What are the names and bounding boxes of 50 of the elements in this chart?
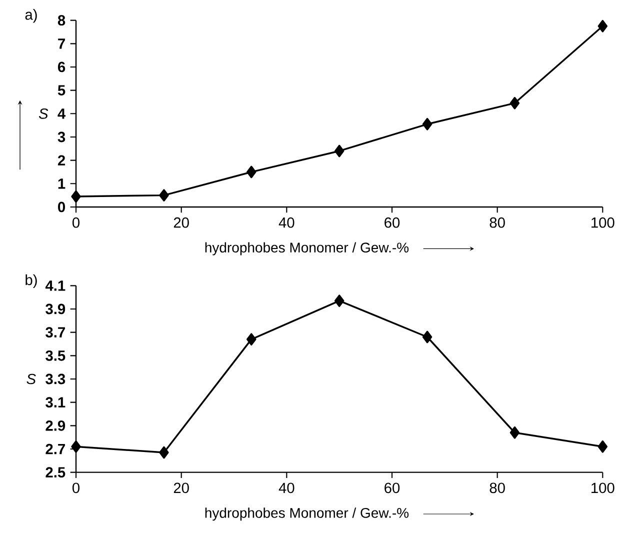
point	[71, 440, 81, 453]
point	[71, 190, 81, 203]
y-tick-label: 3.5	[46, 350, 66, 361]
point	[159, 189, 169, 202]
x-tick-label: 20	[174, 217, 189, 228]
chart-title: b)	[26, 274, 37, 288]
y-tick-label: 2.9	[46, 420, 66, 431]
point	[422, 118, 432, 130]
point	[510, 96, 520, 110]
y-tick-label: 2	[58, 155, 66, 166]
y-tick-label: 6	[58, 62, 66, 72]
chart-title: a)	[25, 9, 37, 23]
point	[334, 144, 344, 158]
point	[422, 330, 432, 344]
point	[510, 426, 520, 439]
point	[598, 20, 608, 32]
y-tick-label: 2.7	[46, 444, 65, 454]
y-tick-label: 3.7	[46, 327, 65, 338]
point	[246, 333, 256, 346]
point	[334, 294, 344, 308]
x-tick-label: 40	[278, 482, 294, 494]
x-tick-label: 100	[592, 482, 614, 494]
x-tick-label: 60	[384, 482, 400, 494]
y-tick-label: 3.1	[46, 397, 66, 408]
x-tick-label: 80	[490, 217, 505, 228]
x-tick-label: 20	[174, 482, 189, 494]
y-axis-title: S	[26, 374, 36, 384]
x-axis-title: hydrophobes Monomer / Gew.-%	[205, 508, 409, 521]
y-tick-label: 7	[58, 38, 65, 49]
point	[598, 440, 608, 453]
x-tick-label: 80	[490, 482, 505, 494]
y-tick-label: 8	[58, 15, 66, 26]
y-tick-label: 3.3	[46, 374, 66, 384]
y-tick-label: 4.1	[45, 280, 66, 291]
y-tick-label: 3	[58, 132, 66, 142]
y-tick-label: 2.5	[46, 467, 66, 478]
x-tick-label: 0	[72, 482, 80, 494]
x-tick-label: 40	[278, 217, 294, 228]
x-tick-label: 60	[384, 217, 400, 228]
y-tick-label: 5	[58, 85, 66, 96]
x-tick-label: 0	[72, 217, 80, 228]
x-tick-label: 100	[592, 217, 614, 228]
y-tick-label: 0	[58, 202, 65, 212]
y-tick-label: 3.9	[46, 304, 66, 314]
y-tick-label: 4	[58, 108, 66, 119]
y-tick-label: 1	[58, 178, 66, 189]
point	[159, 446, 169, 459]
point	[246, 166, 256, 178]
y-axis-title: S	[38, 108, 48, 119]
x-axis-title: hydrophobes Monomer / Gew.-%	[205, 242, 409, 256]
